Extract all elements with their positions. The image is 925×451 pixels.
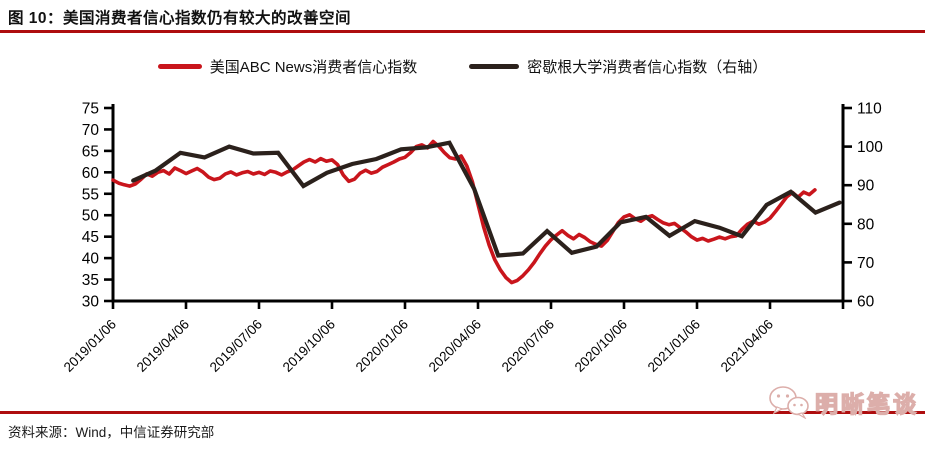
figure-title: 图 10：美国消费者信心指数仍有较大的改善空间	[8, 10, 352, 27]
svg-text:100: 100	[857, 139, 883, 156]
dual-axis-line-chart: 75 70 65 60 55 50 45 40 35 30 110 100 90 80 70 60 2019/0…	[61, 101, 884, 375]
svg-text:2020/04/06: 2020/04/06	[426, 317, 484, 375]
svg-text:2020/07/06: 2020/07/06	[499, 317, 557, 375]
abc-line-swatch	[157, 64, 202, 69]
title-divider	[0, 30, 925, 33]
svg-text:2019/04/06: 2019/04/06	[134, 317, 192, 375]
svg-text:40: 40	[82, 251, 100, 268]
legend-label-umich: 密歇根大学消费者信心指数（右轴）	[527, 59, 768, 76]
svg-text:70: 70	[82, 122, 100, 139]
svg-text:2019/10/06: 2019/10/06	[280, 317, 338, 375]
svg-text:30: 30	[82, 294, 100, 311]
legend-label-abc: 美国ABC News消费者信心指数	[209, 59, 418, 76]
svg-text:50: 50	[82, 208, 100, 225]
svg-text:90: 90	[857, 178, 875, 195]
y-axis-right-ticks: 110 100 90 80 70 60	[843, 101, 883, 311]
x-axis-ticks: 2019/01/06 2019/04/06 2019/07/06 2019/10/06…	[61, 301, 845, 375]
abc-news-line	[111, 139, 817, 285]
legend-item-umich: 密歇根大学消费者信心指数（右轴）	[469, 56, 767, 77]
chart-legend: 美国ABC News消费者信心指数 密歇根大学消费者信心指数（右轴）	[0, 56, 925, 77]
wechat-icon	[769, 386, 809, 419]
svg-text:2019/07/06: 2019/07/06	[207, 317, 265, 375]
footer-divider	[0, 411, 925, 414]
svg-text:60: 60	[82, 165, 100, 182]
svg-text:2021/04/06: 2021/04/06	[718, 317, 776, 375]
svg-text:110: 110	[857, 101, 882, 118]
svg-text:2020/01/06: 2020/01/06	[353, 317, 411, 375]
svg-text:2020/10/06: 2020/10/06	[572, 317, 630, 375]
umich-line-swatch	[469, 64, 520, 69]
source-note: 资料来源：Wind，中信证券研究部	[8, 425, 215, 440]
watermark-text: 明晰笔谈	[814, 390, 919, 417]
svg-text:45: 45	[82, 229, 99, 246]
svg-text:75: 75	[82, 101, 99, 118]
umich-line	[131, 140, 842, 258]
svg-text:2019/01/06: 2019/01/06	[61, 317, 119, 375]
svg-text:55: 55	[82, 186, 99, 203]
svg-text:60: 60	[857, 294, 875, 311]
y-axis-left-ticks: 75 70 65 60 55 50 45 40 35 30	[82, 101, 113, 311]
svg-text:80: 80	[857, 216, 875, 233]
watermark: 明晰笔谈	[768, 385, 919, 419]
svg-text:35: 35	[82, 272, 99, 289]
svg-text:2021/01/06: 2021/01/06	[645, 317, 703, 375]
svg-text:70: 70	[857, 255, 875, 272]
legend-item-abc: 美国ABC News消费者信心指数	[157, 56, 418, 77]
svg-text:65: 65	[82, 143, 99, 160]
